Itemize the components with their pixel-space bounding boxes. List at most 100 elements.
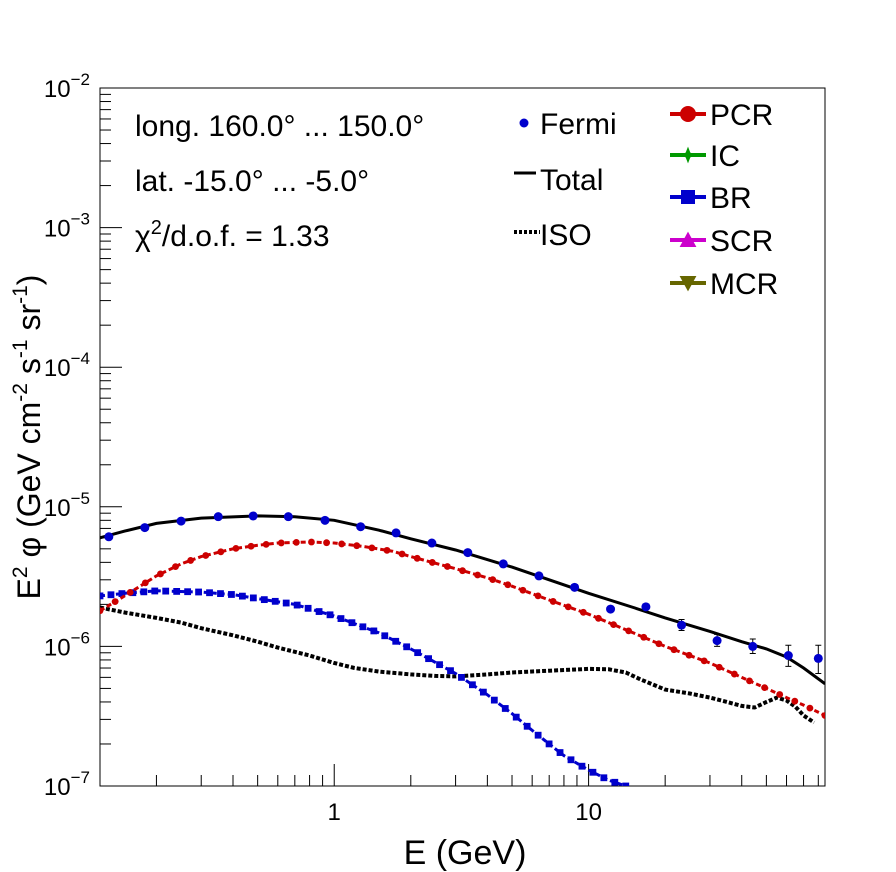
point-br — [337, 615, 345, 622]
point-br — [458, 674, 465, 681]
y-tick-label: 10−7 — [44, 768, 90, 801]
series-line-iso — [100, 605, 816, 725]
chi2-exponent: 2 — [151, 217, 162, 239]
point-br — [118, 590, 126, 598]
point-pcr — [670, 646, 678, 654]
point-br — [271, 597, 279, 605]
point-pcr — [353, 542, 361, 550]
point-br — [315, 608, 323, 615]
point-pcr — [277, 539, 285, 547]
point-br — [622, 782, 630, 786]
point-br — [414, 649, 422, 657]
point-br — [392, 637, 400, 645]
point-fermi — [677, 620, 687, 630]
point-pcr — [141, 579, 149, 587]
legend-label: ISO — [540, 219, 592, 252]
point-pcr — [459, 567, 466, 575]
point-br — [162, 587, 170, 595]
point-pcr — [655, 640, 663, 648]
point-pcr — [715, 663, 723, 671]
legend-label: BR — [710, 182, 752, 215]
point-pcr — [640, 633, 648, 641]
legend-marker-ic — [679, 146, 697, 164]
point-fermi — [248, 511, 258, 521]
point-pcr — [100, 607, 104, 615]
point-br — [238, 592, 246, 600]
legend-marker-pcr — [680, 106, 696, 122]
legend-marker-br — [681, 190, 695, 204]
legend-label: MCR — [710, 268, 778, 301]
point-br — [151, 587, 159, 595]
point-br — [512, 713, 520, 721]
point-pcr — [126, 589, 134, 596]
point-pcr — [776, 691, 784, 698]
point-br — [173, 588, 181, 595]
chi2-symbol: χ — [135, 220, 151, 253]
point-fermi — [748, 641, 758, 651]
point-br — [184, 588, 192, 596]
legend-marker-scr — [679, 231, 697, 247]
point-fermi — [534, 571, 544, 581]
point-fermi — [498, 559, 508, 569]
point-pcr — [625, 627, 633, 635]
point-fermi — [176, 516, 186, 526]
point-pcr — [821, 712, 825, 719]
point-pcr — [474, 571, 482, 579]
point-br — [381, 632, 389, 640]
point-br — [370, 627, 378, 635]
point-fermi — [356, 522, 366, 532]
annotation-chi2: χ2/d.o.f. = 1.33 — [135, 217, 330, 253]
point-pcr — [489, 576, 497, 584]
point-pcr — [187, 557, 195, 564]
point-fermi — [427, 538, 437, 548]
legend: Fermi Total ISO PCR IC BR SCR MCR — [514, 99, 778, 301]
point-br — [611, 778, 619, 786]
point-pcr — [383, 546, 391, 554]
point-pcr — [413, 554, 421, 562]
x-axis-title: E (GeV) — [404, 834, 527, 872]
point-fermi — [283, 512, 293, 522]
point-pcr — [428, 559, 436, 566]
legend-marker-mcr — [679, 276, 697, 292]
y-tick-label: 10−2 — [44, 70, 90, 103]
legend-label: IC — [710, 140, 740, 173]
point-pcr — [791, 697, 799, 705]
point-br — [567, 756, 575, 764]
point-fermi — [463, 548, 473, 558]
x-tick-label: 1 — [328, 799, 341, 826]
point-pcr — [323, 539, 330, 547]
point-fermi — [104, 532, 114, 542]
legend-label: Fermi — [540, 108, 617, 141]
point-fermi — [813, 653, 823, 663]
point-pcr — [579, 608, 587, 616]
point-br — [217, 590, 224, 598]
legend-label: SCR — [710, 225, 773, 258]
chi2-rest: /d.o.f. = 1.33 — [162, 220, 330, 253]
point-br — [228, 591, 235, 598]
point-pcr — [549, 598, 557, 605]
point-pcr — [564, 603, 572, 611]
y-axis-title: E2 φ (GeV cm-2 s-1 sr-1) — [9, 275, 47, 600]
point-pcr — [519, 586, 527, 594]
point-br — [293, 601, 301, 609]
point-br — [523, 722, 531, 730]
point-pcr — [202, 552, 210, 559]
point-br — [578, 762, 586, 770]
point-br — [600, 774, 608, 782]
point-fermi — [783, 651, 793, 661]
point-br — [140, 588, 148, 596]
point-pcr — [806, 704, 814, 712]
point-pcr — [111, 598, 119, 606]
point-pcr — [232, 545, 240, 552]
point-pcr — [262, 540, 270, 548]
point-pcr — [217, 548, 225, 556]
legend-label: PCR — [710, 99, 773, 132]
point-fermi — [140, 523, 150, 533]
y-tick-label: 10−5 — [44, 489, 90, 522]
point-pcr — [746, 677, 753, 685]
series-line-br — [100, 589, 627, 786]
point-br — [249, 594, 257, 602]
point-pcr — [504, 581, 512, 589]
point-br — [195, 588, 202, 596]
y-tick-label: 10−3 — [44, 210, 90, 243]
